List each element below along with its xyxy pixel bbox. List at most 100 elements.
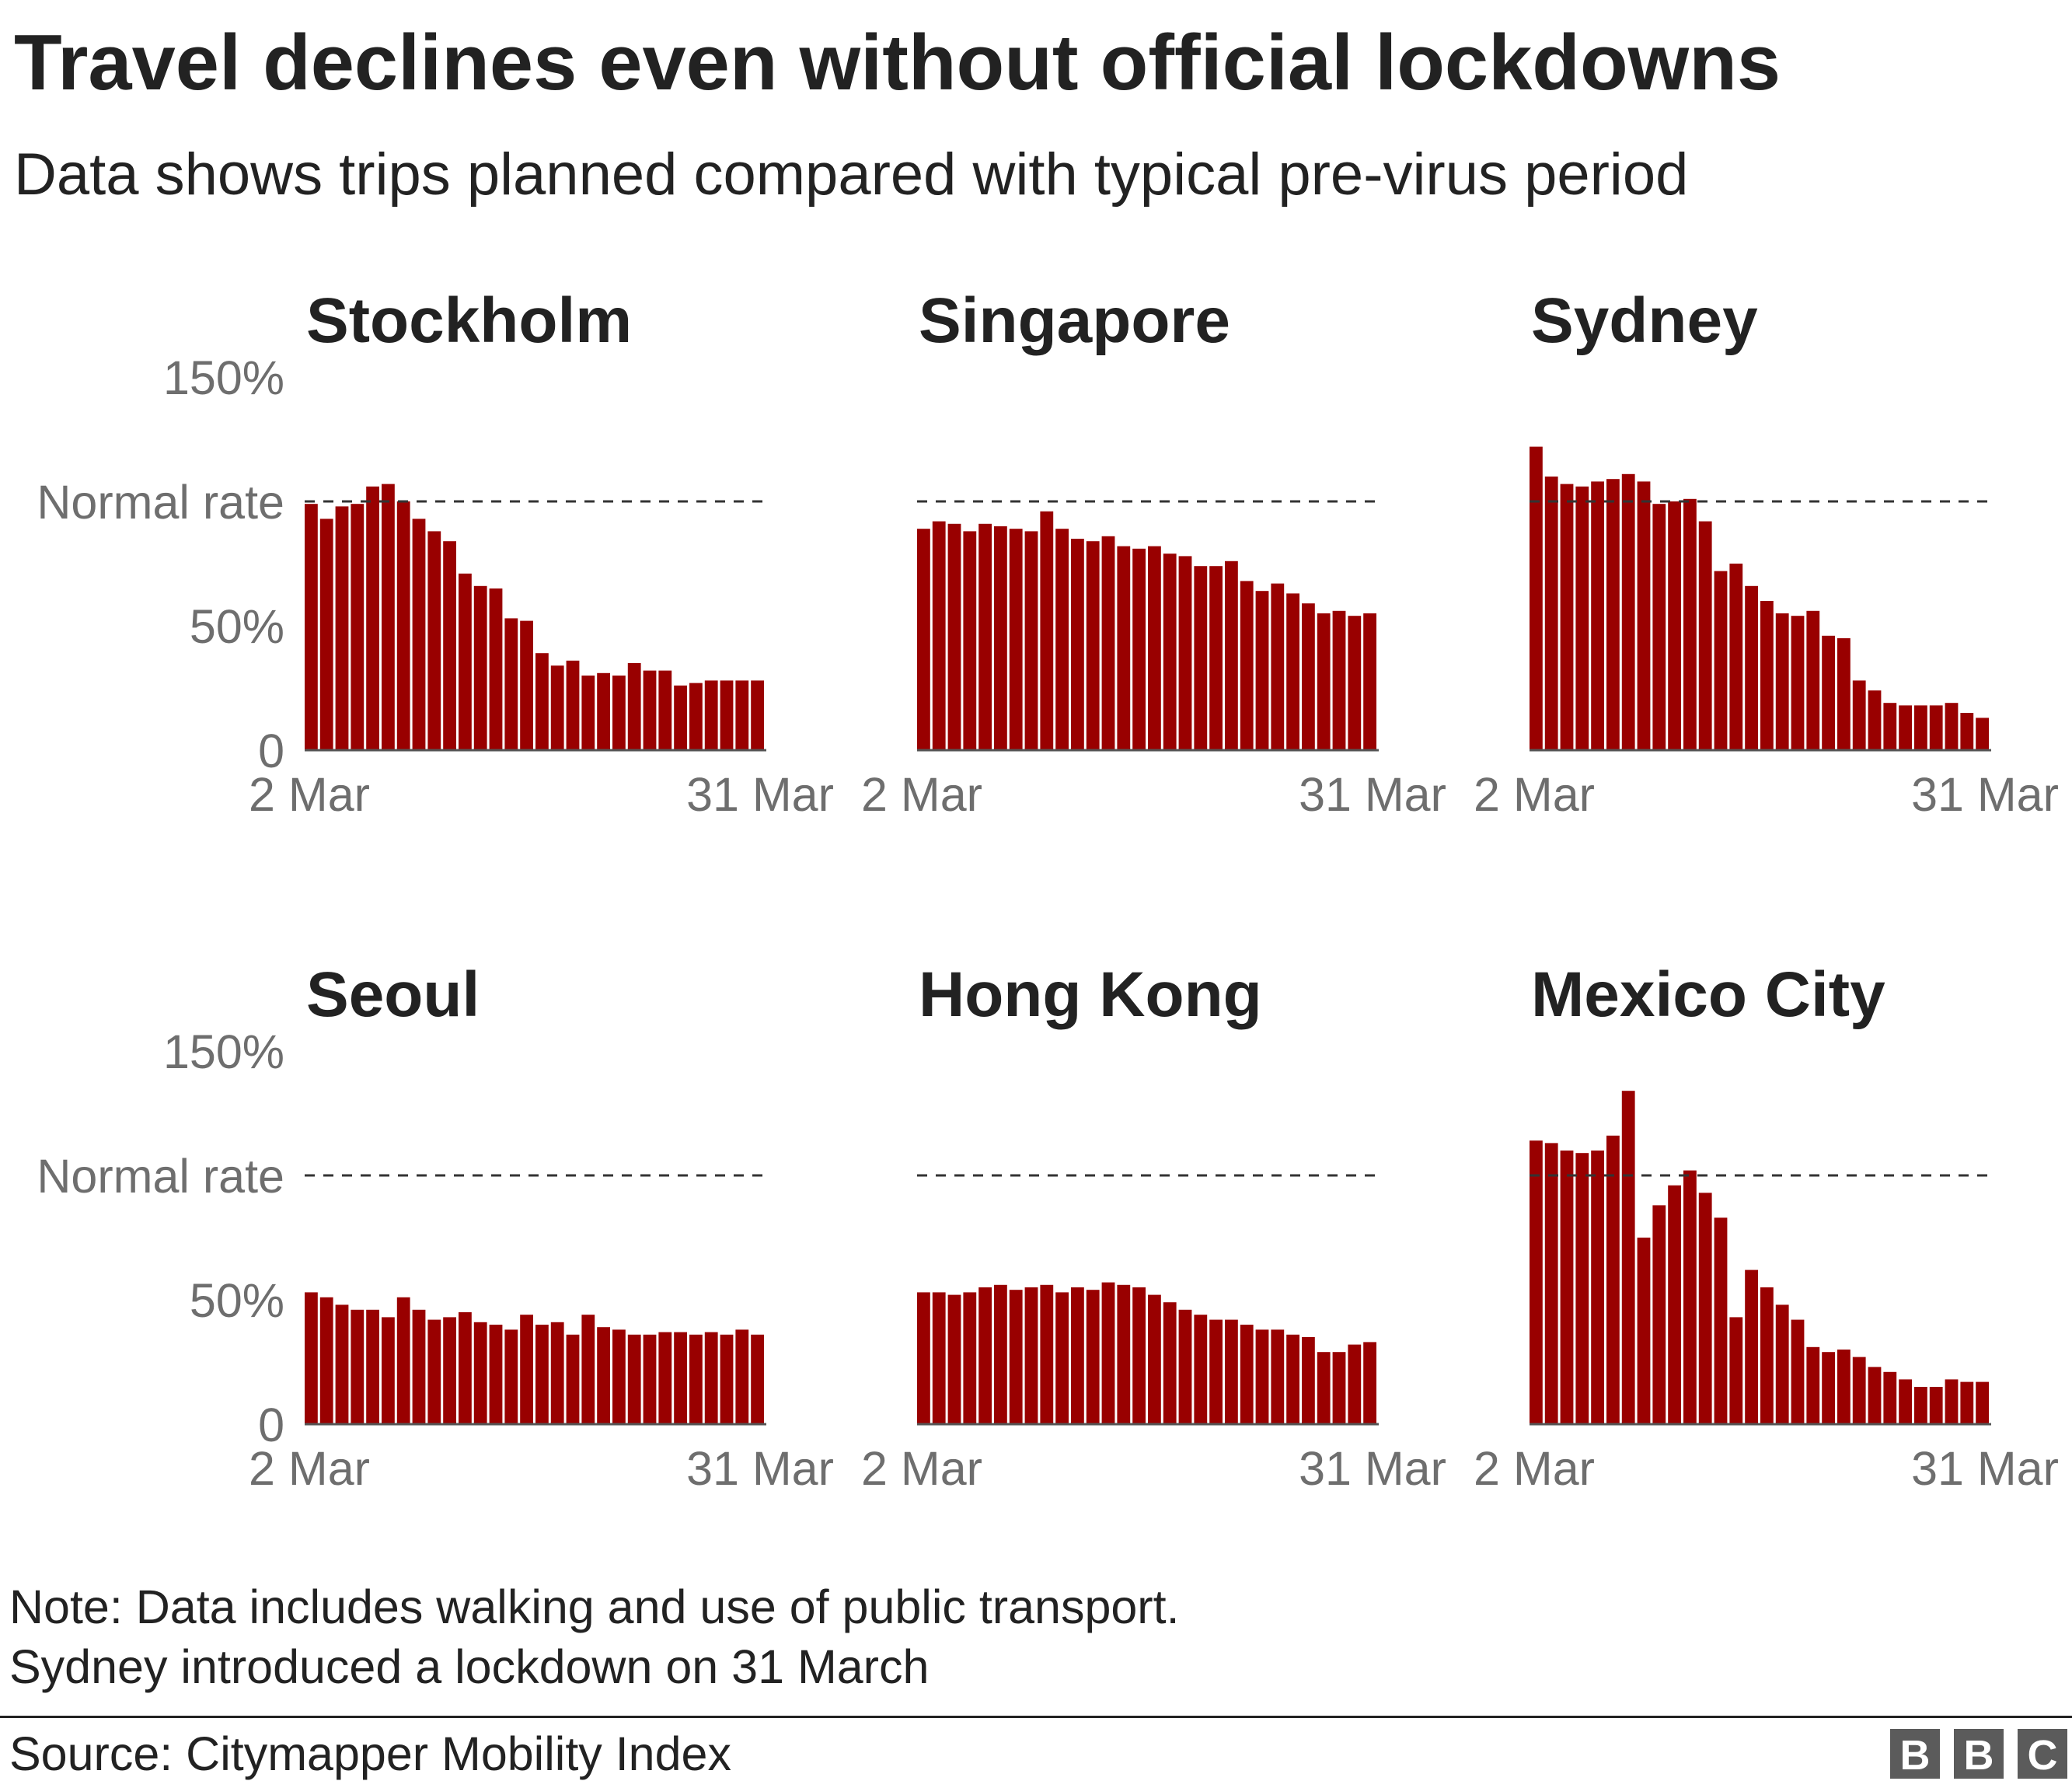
bar	[1163, 1302, 1177, 1424]
bar	[947, 1294, 961, 1424]
x-tick-label: 31 Mar	[1299, 1442, 1446, 1495]
bar	[351, 1309, 365, 1424]
bar	[1606, 1135, 1620, 1424]
bbc-logo-block-1	[1890, 1729, 1940, 1779]
bar	[1086, 541, 1100, 750]
bar	[1009, 1290, 1023, 1424]
chart-panel: Sydney 2 Mar 31 Mar	[1474, 285, 2059, 821]
bar	[1822, 1352, 1835, 1424]
bar	[1822, 635, 1835, 750]
x-tick-label: 31 Mar	[1299, 768, 1446, 821]
bar	[1348, 1344, 1362, 1424]
bar	[1024, 531, 1038, 750]
bar	[1286, 1334, 1299, 1424]
bar	[1775, 613, 1789, 750]
y-tick-label: Normal rate	[37, 476, 284, 529]
bar	[994, 526, 1007, 750]
bar	[1071, 1287, 1084, 1424]
bar	[1332, 610, 1346, 750]
bar	[1698, 521, 1712, 750]
bar	[1591, 481, 1604, 750]
bar	[1852, 680, 1866, 750]
bar	[1775, 1304, 1789, 1424]
bar	[1683, 498, 1697, 750]
bar	[917, 1292, 930, 1424]
bbc-logo-letter-2: B	[1964, 1732, 1994, 1779]
bar	[427, 531, 441, 750]
bbc-logo: B B C	[1890, 1729, 2067, 1779]
bar	[932, 1292, 946, 1424]
chart-panel: Seoul 150% Normal rate 50% 02 Mar 31 Mar	[37, 959, 834, 1495]
bar	[520, 1315, 533, 1424]
bar	[1760, 601, 1774, 750]
bar	[1055, 1292, 1069, 1424]
panel-title: Seoul	[306, 959, 480, 1030]
y-tick-label: 0	[258, 1399, 284, 1451]
bar	[1914, 705, 1927, 750]
x-tick-label: 2 Mar	[1474, 1442, 1595, 1495]
x-tick-label: 2 Mar	[249, 1442, 370, 1495]
bar	[1683, 1170, 1697, 1424]
bar	[1148, 546, 1161, 750]
bar	[1560, 1151, 1574, 1424]
bar	[1729, 1317, 1743, 1424]
x-tick-label: 31 Mar	[686, 768, 834, 821]
bar	[658, 1332, 672, 1424]
bar	[1791, 616, 1805, 750]
bar	[1530, 446, 1543, 750]
chart-panel: Hong Kong 2 Mar 31 Mar	[861, 959, 1446, 1495]
bar	[1209, 566, 1223, 750]
bar	[1976, 1381, 1989, 1424]
bar	[963, 531, 977, 750]
bar	[1929, 1387, 1943, 1424]
bar	[1591, 1151, 1604, 1424]
chart-title: Travel declines even without official lo…	[14, 19, 1781, 107]
bar	[597, 672, 610, 750]
x-tick-label: 2 Mar	[1474, 768, 1595, 821]
bar	[1194, 1315, 1208, 1424]
bar	[1883, 703, 1897, 750]
bar	[1852, 1357, 1866, 1424]
bar	[1024, 1287, 1038, 1424]
bar	[1302, 603, 1315, 750]
bar	[720, 1334, 734, 1424]
panel-title: Stockholm	[306, 285, 632, 356]
bar	[535, 1325, 549, 1424]
bar	[1040, 1284, 1054, 1424]
bar	[612, 676, 626, 750]
bar	[1255, 1329, 1269, 1424]
bar	[1363, 613, 1376, 750]
bar	[351, 504, 365, 750]
bar	[1837, 1350, 1850, 1424]
bar	[473, 1322, 487, 1424]
bar	[674, 685, 687, 750]
bar	[1960, 1381, 1974, 1424]
bar	[1086, 1290, 1100, 1424]
bar	[1317, 1352, 1331, 1424]
bar	[1621, 473, 1635, 750]
x-tick-label: 31 Mar	[1911, 1442, 2059, 1495]
bar	[1071, 539, 1084, 750]
bar	[1530, 1140, 1543, 1424]
bar	[1302, 1337, 1315, 1424]
bar	[366, 486, 379, 750]
bar	[504, 618, 518, 750]
bar	[366, 1309, 379, 1424]
bar	[459, 573, 472, 750]
bar	[627, 1334, 641, 1424]
bar	[1714, 1217, 1728, 1424]
bar	[1286, 593, 1299, 750]
bar	[704, 1332, 718, 1424]
bbc-logo-letter-3: C	[2028, 1732, 2058, 1779]
bar	[1745, 1269, 1758, 1424]
bar	[994, 1284, 1007, 1424]
bar	[489, 1325, 503, 1424]
bar	[1637, 481, 1651, 750]
bar	[1271, 1329, 1285, 1424]
bar	[1976, 718, 1989, 750]
bar	[1194, 566, 1208, 750]
bar	[1009, 529, 1023, 750]
bar	[1668, 501, 1681, 750]
bar	[978, 1287, 992, 1424]
x-tick-label: 2 Mar	[861, 1442, 982, 1495]
